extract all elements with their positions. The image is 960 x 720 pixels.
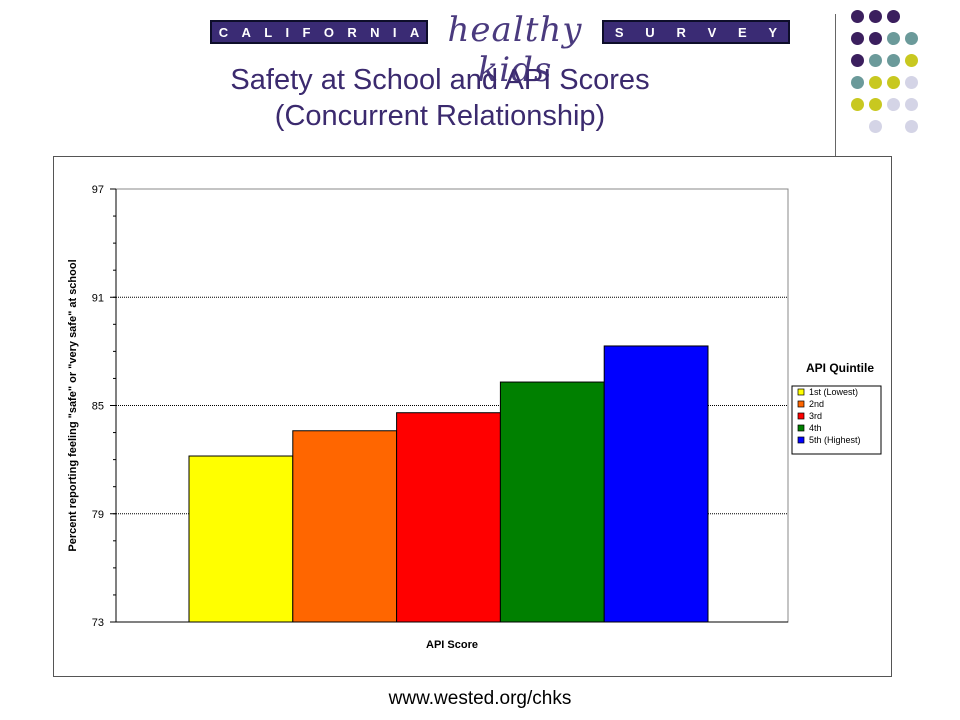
- banner-letter: R: [347, 24, 357, 40]
- banner-letter: V: [707, 24, 717, 40]
- y-tick-label: 85: [92, 401, 104, 413]
- decorative-dot: [869, 10, 882, 23]
- banner-letter: U: [645, 24, 655, 40]
- decorative-dot: [869, 98, 882, 111]
- decorative-divider: [835, 14, 836, 176]
- decorative-dot: [851, 32, 864, 45]
- legend-swatch-5: [797, 436, 805, 444]
- legend-label-2: 2nd: [809, 399, 824, 409]
- banner-letter: L: [264, 24, 273, 40]
- legend-box: [791, 385, 882, 455]
- banner-letter: I: [392, 24, 397, 40]
- legend-swatch-2: [797, 400, 805, 408]
- banner-letter: O: [323, 24, 334, 40]
- banner-letter: N: [370, 24, 380, 40]
- legend-label-1: 1st (Lowest): [809, 387, 858, 397]
- legend-label-5: 5th (Highest): [809, 435, 861, 445]
- banner-letter: C: [218, 24, 229, 40]
- bar-4: [499, 381, 605, 623]
- banner-healthy-kids: healthy kids: [447, 10, 583, 90]
- banner-letter: R: [676, 24, 686, 40]
- decorative-dot: [851, 54, 864, 67]
- y-tick-label: 79: [92, 509, 104, 521]
- y-tick-label: 73: [92, 617, 104, 629]
- decorative-dot: [869, 120, 882, 133]
- banner-letter: A: [241, 24, 251, 40]
- legend-swatch-3: [797, 412, 805, 420]
- decorative-dot-cluster: [850, 10, 950, 150]
- decorative-dot: [905, 32, 918, 45]
- banner-letter: A: [409, 24, 420, 40]
- decorative-dot: [905, 120, 918, 133]
- chart-frame: 73 79 85 91 97 API Score Percent reporting fee…: [53, 156, 892, 677]
- decorative-dot: [887, 76, 900, 89]
- bar-2: [292, 430, 398, 623]
- banner-letter: E: [738, 24, 747, 40]
- decorative-dot: [905, 98, 918, 111]
- decorative-dot: [887, 32, 900, 45]
- banner-letter: F: [302, 24, 311, 40]
- bar-chart: 73 79 85 91 97 API Score Percent reporting fee…: [67, 184, 882, 651]
- decorative-dot: [887, 54, 900, 67]
- bar-3: [396, 412, 501, 623]
- decorative-dot: [869, 76, 882, 89]
- legend-label-3: 3rd: [809, 411, 822, 421]
- decorative-dot: [851, 76, 864, 89]
- y-tick-label: 97: [92, 184, 104, 196]
- banner-letter: I: [285, 24, 290, 40]
- legend-label-4: 4th: [809, 423, 822, 433]
- decorative-dot: [851, 98, 864, 111]
- title-line-1: Safety at School and API Scores: [230, 64, 650, 96]
- decorative-dot: [869, 32, 882, 45]
- banner-letter: Y: [768, 24, 778, 40]
- decorative-dot: [905, 76, 918, 89]
- bar-5: [603, 345, 709, 623]
- slide-title: Safety at School and API Scores (Concurr…: [150, 62, 730, 134]
- x-axis-label: API Score: [426, 639, 478, 651]
- decorative-dot: [869, 54, 882, 67]
- y-axis-label: Percent reporting feeling "safe" or "ver…: [67, 259, 79, 551]
- legend-title: API Quintile: [806, 361, 874, 375]
- decorative-dot: [905, 54, 918, 67]
- banner-letter: S: [614, 24, 624, 40]
- legend-swatch-4: [797, 424, 805, 432]
- decorative-dot: [887, 10, 900, 23]
- y-tick-label: 91: [92, 292, 104, 304]
- title-line-2: (Concurrent Relationship): [274, 100, 606, 132]
- bar-1: [188, 455, 294, 623]
- footer-url[interactable]: www.wested.org/chks: [388, 688, 572, 709]
- decorative-dot: [851, 10, 864, 23]
- legend-swatch-1: [797, 388, 805, 396]
- decorative-dot: [887, 98, 900, 111]
